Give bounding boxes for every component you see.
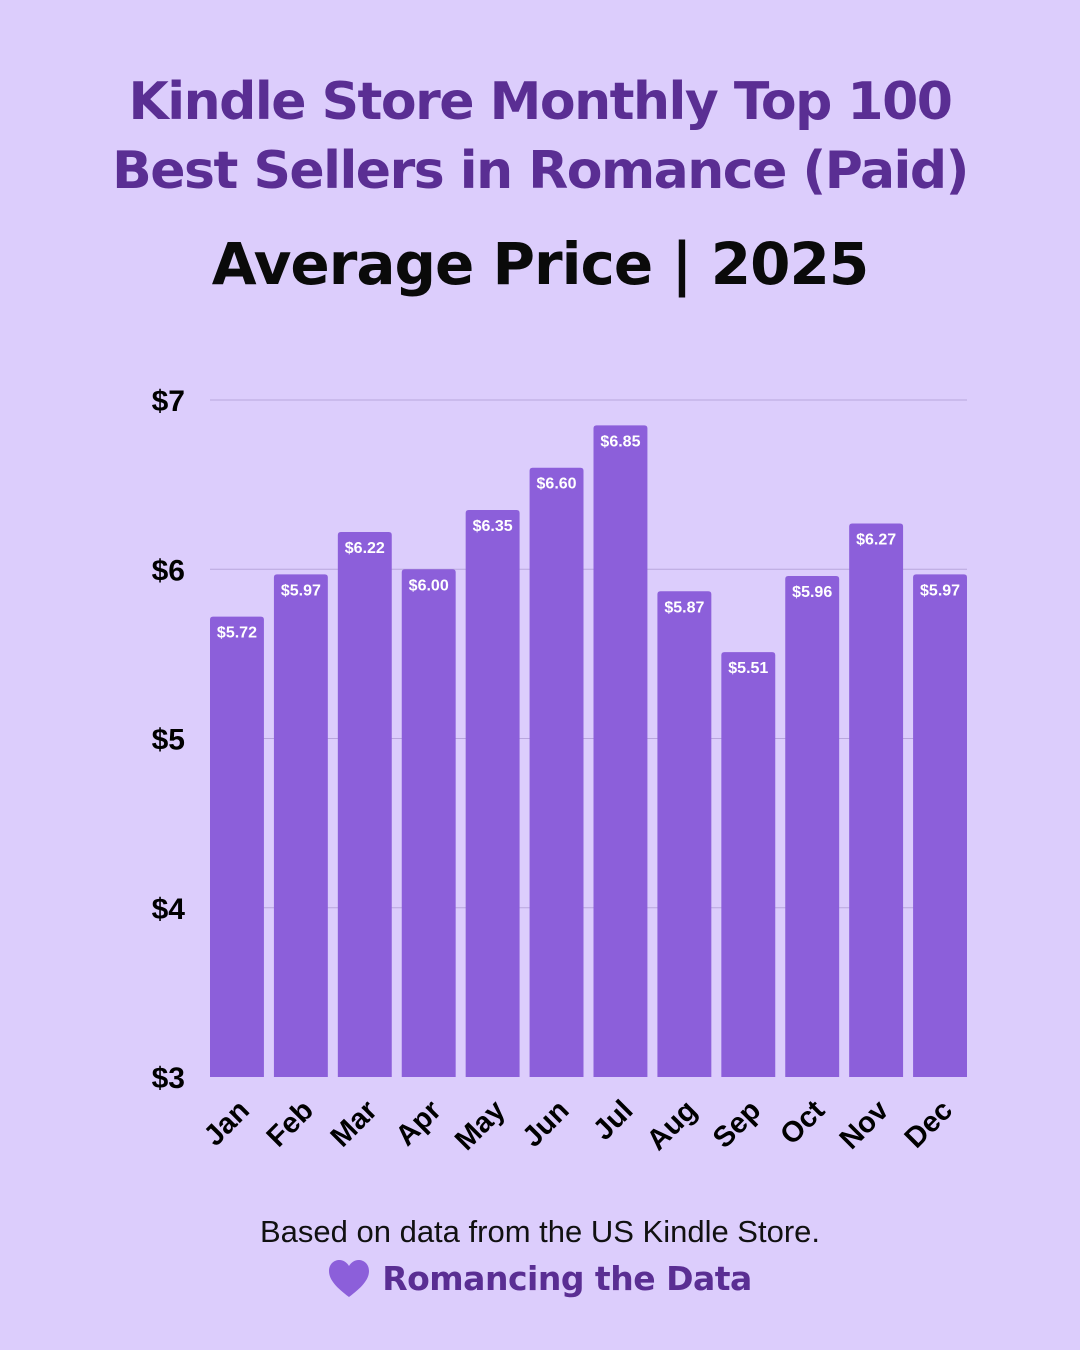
data-label: $5.96: [792, 584, 832, 601]
bars: [210, 425, 967, 1077]
x-tick-label: Apr: [390, 1094, 448, 1152]
bar: [849, 523, 904, 1077]
data-label: $6.60: [537, 476, 577, 493]
bar: [785, 576, 840, 1077]
brand-name: Romancing the Data: [382, 1259, 752, 1298]
data-label: $6.22: [345, 540, 385, 557]
chart-subtitle: Average Price | 2025: [211, 230, 869, 298]
data-label: $5.87: [664, 599, 704, 616]
x-tick-label: Feb: [261, 1094, 320, 1153]
bar: [465, 510, 520, 1077]
data-label: $5.97: [920, 582, 960, 599]
y-tick-label: $4: [152, 893, 186, 926]
x-tick-label: Oct: [774, 1094, 831, 1151]
gridlines: [210, 399, 967, 909]
bar: [401, 569, 456, 1077]
x-tick-label: Sep: [707, 1094, 767, 1154]
x-tick-label: Nov: [834, 1094, 895, 1155]
x-tick-label: Jul: [587, 1094, 639, 1146]
brand: Romancing the Data: [0, 1257, 1080, 1301]
y-tick-label: $6: [152, 554, 185, 587]
data-label: $5.97: [281, 582, 321, 599]
data-label: $5.51: [728, 660, 768, 677]
data-label: $6.85: [600, 433, 640, 450]
y-axis: $3 $4 $5 $6 $7: [152, 385, 186, 1095]
x-axis: Jan Feb Mar Apr May Jun Jul Aug Sep Oct Nov Dec: [198, 1094, 959, 1157]
x-tick-label: Aug: [641, 1094, 703, 1156]
bar: [913, 574, 967, 1077]
bar: [337, 532, 392, 1077]
bar: [210, 616, 264, 1077]
bar: [721, 652, 776, 1077]
chart-title-line-1: Kindle Store Monthly Top 100: [128, 72, 953, 132]
bar: [657, 591, 712, 1077]
x-tick-label: Jan: [198, 1094, 256, 1152]
heart-icon: [329, 1260, 370, 1297]
data-labels: $5.72 $5.97 $6.22 $6.00 $6.35 $6.60 $6.85 $5.87…: [217, 433, 960, 677]
data-label: $5.72: [217, 625, 257, 642]
data-label: $6.27: [856, 532, 896, 549]
y-tick-label: $7: [152, 385, 185, 418]
x-tick-label: Mar: [325, 1094, 384, 1153]
bar-chart: $5.72 $5.97 $6.22 $6.00 $6.35 $6.60 $6.85 $5.87…: [152, 385, 967, 1157]
footer-note: Based on data from the US Kindle Store.: [259, 1214, 821, 1249]
bar: [273, 574, 328, 1077]
bar: [593, 425, 648, 1077]
x-tick-label: Dec: [899, 1094, 959, 1154]
x-tick-label: Jun: [516, 1094, 575, 1153]
data-label: $6.00: [409, 577, 449, 594]
bar: [529, 467, 584, 1077]
chart-title-line-2: Best Sellers in Romance (Paid): [112, 141, 969, 201]
x-tick-label: May: [449, 1094, 512, 1157]
y-tick-label: $3: [152, 1062, 185, 1095]
y-tick-label: $5: [152, 724, 185, 757]
data-label: $6.35: [473, 518, 513, 535]
